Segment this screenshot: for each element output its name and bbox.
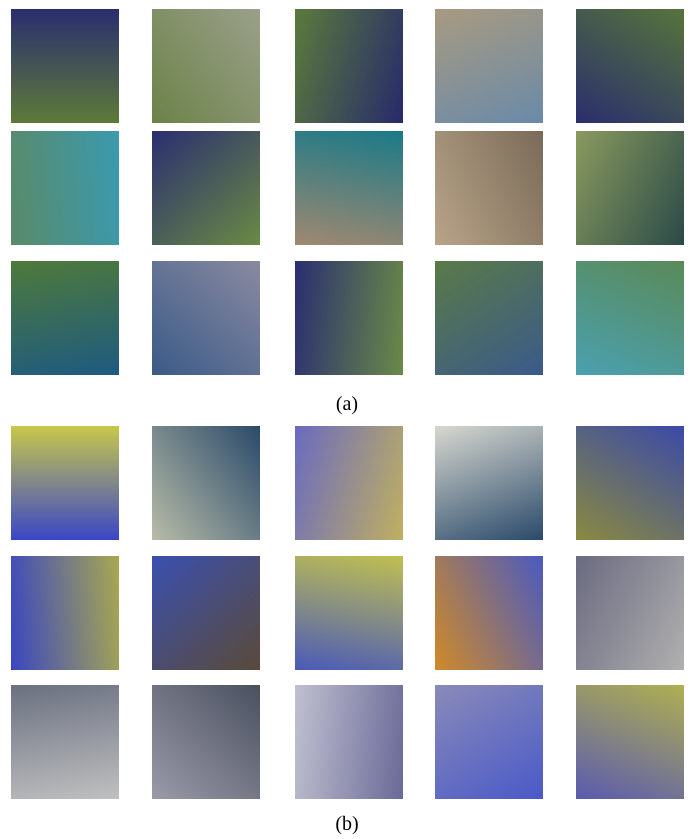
satellite-image: [435, 9, 543, 123]
satellite-image: [152, 685, 260, 799]
satellite-image: [152, 556, 260, 670]
satellite-image: [11, 131, 119, 245]
satellite-image: [295, 426, 403, 540]
satellite-image: [435, 426, 543, 540]
satellite-image: [295, 556, 403, 670]
satellite-image: [576, 131, 684, 245]
satellite-image: [11, 426, 119, 540]
satellite-image: [435, 261, 543, 375]
caption: (b): [0, 813, 694, 836]
satellite-image: [435, 556, 543, 670]
satellite-image: [11, 556, 119, 670]
satellite-image: [11, 261, 119, 375]
satellite-image: [152, 9, 260, 123]
satellite-image: [152, 426, 260, 540]
satellite-image: [295, 9, 403, 123]
satellite-image: [576, 261, 684, 375]
satellite-image: [576, 9, 684, 123]
satellite-image: [152, 131, 260, 245]
satellite-image: [576, 426, 684, 540]
satellite-image: [295, 685, 403, 799]
satellite-image: [152, 261, 260, 375]
satellite-image: [435, 685, 543, 799]
figure: (a) (b): [0, 0, 694, 839]
satellite-image: [295, 261, 403, 375]
satellite-image: [576, 685, 684, 799]
caption: (a): [0, 393, 694, 416]
satellite-image: [11, 685, 119, 799]
satellite-image: [295, 131, 403, 245]
satellite-image: [11, 9, 119, 123]
satellite-image: [576, 556, 684, 670]
satellite-image: [435, 131, 543, 245]
